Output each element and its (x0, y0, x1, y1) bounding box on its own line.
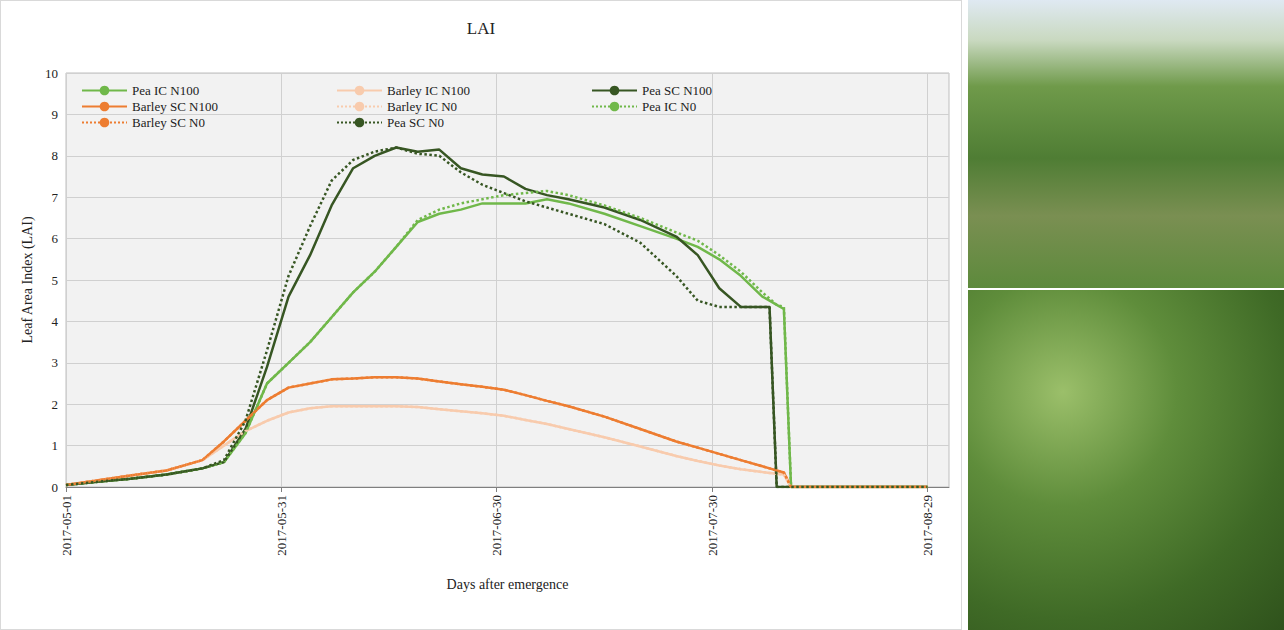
svg-text:Pea SC N0: Pea SC N0 (387, 115, 444, 130)
svg-text:Pea IC N100: Pea IC N100 (132, 83, 199, 98)
svg-text:Barley SC N100: Barley SC N100 (132, 99, 218, 114)
svg-text:2017-06-30: 2017-06-30 (489, 495, 504, 556)
svg-text:2017-05-01: 2017-05-01 (59, 495, 74, 556)
svg-text:9: 9 (52, 107, 59, 122)
svg-text:4: 4 (52, 314, 59, 329)
svg-text:8: 8 (52, 148, 59, 163)
svg-text:Leaf Area Index (LAI): Leaf Area Index (LAI) (20, 216, 36, 343)
svg-text:LAI: LAI (467, 19, 496, 38)
svg-text:Barley IC N0: Barley IC N0 (387, 99, 457, 114)
svg-text:10: 10 (45, 66, 58, 81)
svg-text:3: 3 (52, 355, 59, 370)
svg-text:Barley SC N0: Barley SC N0 (132, 115, 205, 130)
svg-text:0: 0 (52, 480, 59, 495)
svg-text:2017-07-30: 2017-07-30 (705, 495, 720, 556)
svg-text:6: 6 (52, 231, 59, 246)
svg-text:2: 2 (52, 397, 59, 412)
svg-text:Days after emergence: Days after emergence (447, 577, 569, 592)
svg-text:1: 1 (52, 438, 59, 453)
svg-text:5: 5 (52, 273, 59, 288)
svg-text:2017-05-31: 2017-05-31 (274, 495, 289, 556)
svg-text:Barley IC N100: Barley IC N100 (387, 83, 470, 98)
svg-text:2017-08-29: 2017-08-29 (920, 495, 935, 556)
svg-text:Pea IC N0: Pea IC N0 (642, 99, 696, 114)
svg-text:7: 7 (52, 190, 59, 205)
svg-text:Pea SC N100: Pea SC N100 (642, 83, 712, 98)
